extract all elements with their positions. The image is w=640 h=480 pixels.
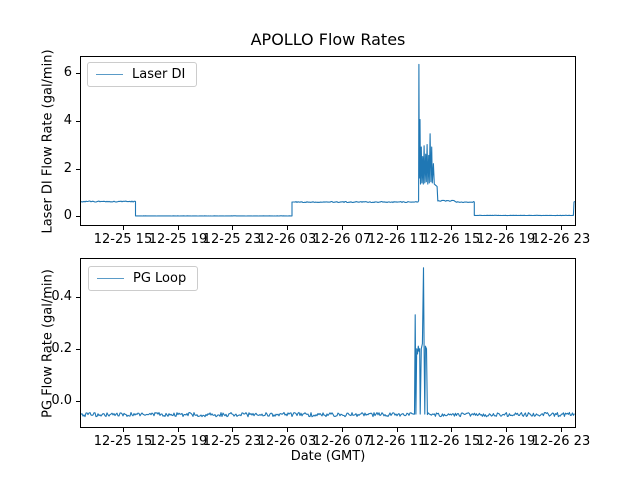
x-tick-label: 12-25 23 <box>202 434 262 449</box>
x-tick-label: 12-26 07 <box>312 434 372 449</box>
x-tick-label: 12-26 03 <box>257 434 317 449</box>
x-tick-mark <box>232 226 233 230</box>
y-tick-mark <box>76 73 80 74</box>
pg-loop-line <box>81 267 575 418</box>
x-tick-label: 12-26 23 <box>531 232 591 247</box>
x-tick-label: 12-26 07 <box>312 232 372 247</box>
pg-loop-axes: PG Loop <box>80 258 576 428</box>
y-tick-mark <box>76 169 80 170</box>
pg-loop-legend: PG Loop <box>88 266 199 291</box>
chart-title: APOLLO Flow Rates <box>250 30 406 49</box>
pg-loop-plot-area <box>81 267 575 418</box>
x-tick-label: 12-26 15 <box>421 232 481 247</box>
y-tick-label: 0.0 <box>51 393 72 408</box>
y-tick-label: 4 <box>63 113 72 128</box>
y-tick-label: 0 <box>63 208 72 223</box>
x-tick-label: 12-25 15 <box>93 232 153 247</box>
x-tick-label: 12-26 15 <box>421 434 481 449</box>
x-tick-mark <box>342 428 343 432</box>
x-tick-mark <box>287 226 288 230</box>
x-tick-label: 12-26 19 <box>476 232 536 247</box>
y-tick-mark <box>76 216 80 217</box>
x-tick-mark <box>178 226 179 230</box>
x-axis-label: Date (GMT) <box>290 449 366 464</box>
legend-line-sample-icon <box>96 74 123 75</box>
x-tick-mark <box>397 428 398 432</box>
x-tick-label: 12-26 23 <box>531 434 591 449</box>
x-tick-mark <box>342 226 343 230</box>
x-tick-mark <box>506 428 507 432</box>
y-tick-label: 6 <box>63 65 72 80</box>
x-tick-label: 12-25 15 <box>93 434 153 449</box>
laser-di-line <box>81 63 575 217</box>
x-tick-mark <box>397 226 398 230</box>
x-tick-label: 12-26 19 <box>476 434 536 449</box>
x-tick-label: 12-25 19 <box>148 232 208 247</box>
x-tick-mark <box>561 428 562 432</box>
legend-line-sample-icon <box>97 278 124 279</box>
x-tick-mark <box>561 226 562 230</box>
pg-loop-legend-label: PG Loop <box>133 271 187 286</box>
x-tick-label: 12-25 23 <box>202 232 262 247</box>
x-tick-mark <box>123 226 124 230</box>
x-tick-label: 12-26 11 <box>367 434 427 449</box>
x-tick-mark <box>123 428 124 432</box>
y-tick-mark <box>76 349 80 350</box>
x-tick-mark <box>287 428 288 432</box>
x-tick-label: 12-26 11 <box>367 232 427 247</box>
y-tick-mark <box>76 297 80 298</box>
y-tick-mark <box>76 401 80 402</box>
laser-di-axes: Laser DI <box>80 56 576 226</box>
x-tick-mark <box>451 428 452 432</box>
y-tick-label: 0.4 <box>51 289 72 304</box>
x-tick-mark <box>451 226 452 230</box>
x-tick-mark <box>178 428 179 432</box>
y-tick-label: 0.2 <box>51 341 72 356</box>
x-tick-mark <box>506 226 507 230</box>
x-tick-label: 12-26 03 <box>257 232 317 247</box>
laser-di-legend: Laser DI <box>87 62 198 87</box>
laser-di-legend-label: Laser DI <box>132 67 186 82</box>
laser-di-plot-area <box>81 63 575 217</box>
x-tick-mark <box>232 428 233 432</box>
x-tick-label: 12-25 19 <box>148 434 208 449</box>
y-tick-mark <box>76 121 80 122</box>
y-tick-label: 2 <box>63 161 72 176</box>
